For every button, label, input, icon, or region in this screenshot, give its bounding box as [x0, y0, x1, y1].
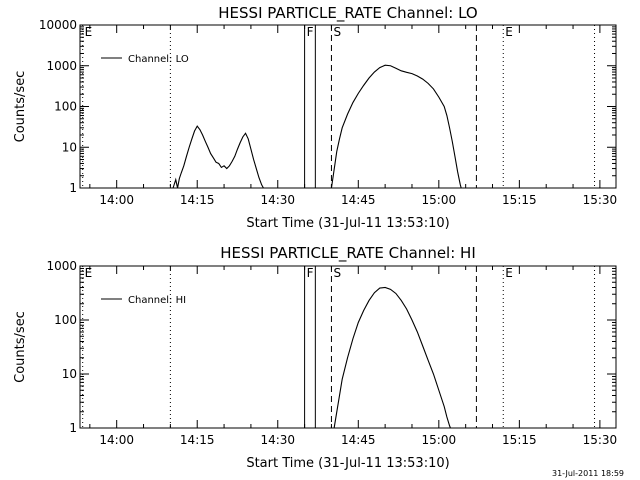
series-line-lo: [172, 64, 462, 189]
x-tick-label: 15:30: [583, 433, 618, 447]
marker-label: E: [505, 266, 513, 280]
marker-label: F: [307, 266, 314, 280]
x-tick-label: 15:15: [502, 433, 537, 447]
x-tick-label: 14:00: [99, 433, 134, 447]
x-tick-label: 14:30: [260, 433, 295, 447]
y-tick-label: 10: [62, 367, 77, 381]
x-tick-label: 15:00: [422, 433, 457, 447]
x-tick-label: 14:15: [180, 193, 215, 207]
plot-frame: [79, 24, 617, 189]
x-tick-label: 14:45: [341, 433, 376, 447]
y-axis-label: Counts/sec: [13, 71, 28, 143]
chart-title: HESSI PARTICLE_RATE Channel: LO: [218, 4, 477, 23]
marker-label: S: [333, 25, 341, 39]
y-tick-label: 1: [69, 421, 77, 435]
x-tick-label: 15:15: [502, 193, 537, 207]
x-axis-label: Start Time (31-Jul-11 13:53:10): [246, 456, 449, 471]
y-tick-label: 10: [62, 140, 77, 154]
marker-label: F: [307, 25, 314, 39]
y-axis-label: Counts/sec: [13, 311, 28, 383]
y-tick-label: 1000: [46, 259, 77, 273]
marker-label: S: [333, 266, 341, 280]
x-tick-label: 15:00: [422, 193, 457, 207]
legend-label: Channel: LO: [128, 54, 189, 65]
marker-label: E: [85, 25, 93, 39]
panel-lo: HESSI PARTICLE_RATE Channel: LO 1 10 100 100…: [13, 4, 617, 231]
y-tick-label: 100: [54, 100, 77, 114]
marker-label: E: [505, 25, 513, 39]
x-tick-label: 15:30: [583, 193, 618, 207]
marker-label: E: [85, 266, 93, 280]
footer-timestamp: 31-Jul-2011 18:59: [552, 469, 624, 478]
series-line-hi: [333, 286, 451, 429]
y-tick-label: 10000: [39, 18, 77, 32]
plot-frame: [79, 265, 617, 429]
y-tick-label: 100: [54, 313, 77, 327]
x-tick-label: 14:15: [180, 433, 215, 447]
x-tick-label: 14:45: [341, 193, 376, 207]
x-tick-label: 14:00: [99, 193, 134, 207]
x-tick-label: 14:30: [260, 193, 295, 207]
chart-title: HESSI PARTICLE_RATE Channel: HI: [220, 244, 476, 263]
panel-hi: HESSI PARTICLE_RATE Channel: HI 1 10 100 100…: [13, 244, 617, 471]
x-axis-label: Start Time (31-Jul-11 13:53:10): [246, 216, 449, 231]
y-tick-label: 1000: [46, 59, 77, 73]
legend-label: Channel: HI: [128, 295, 186, 306]
y-tick-label: 1: [69, 181, 77, 195]
